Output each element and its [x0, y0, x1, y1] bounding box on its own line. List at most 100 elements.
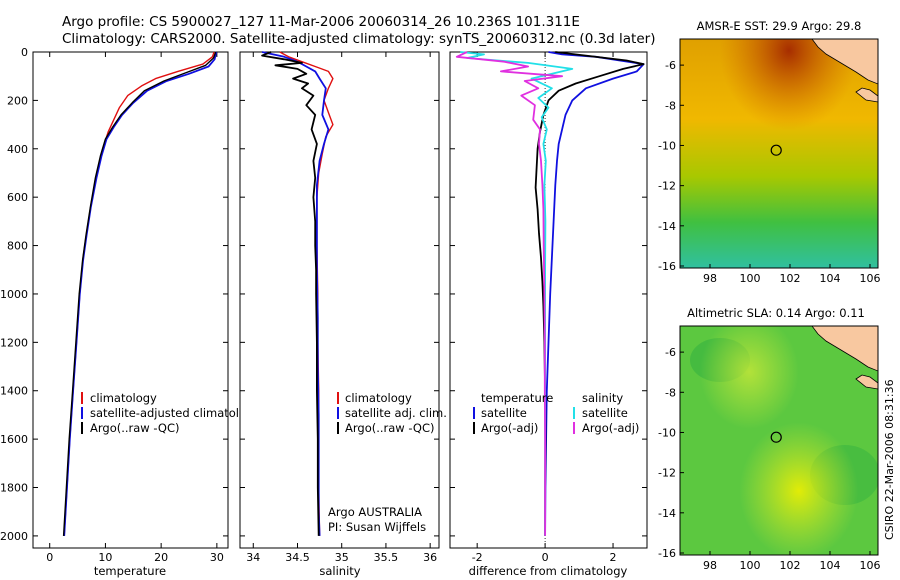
map-y-tick-label--12: -12 — [658, 180, 676, 193]
map-y-tick-label--8: -8 — [665, 386, 676, 399]
y-tick-label-800: 800 — [7, 240, 28, 253]
temperature-plot-frame — [32, 51, 229, 549]
argo-pi-label: PI: Susan Wijffels — [328, 520, 426, 534]
legend-title-temperature: temperature — [481, 391, 553, 405]
y-tick-label-1800: 1800 — [0, 482, 28, 495]
salinity-panel: 34 34.5 35 35.5 36 salinity climatology sate… — [239, 51, 447, 578]
y-tick-label-1200: 1200 — [0, 336, 28, 349]
sst-land-java — [855, 87, 878, 103]
x-tick-label-30: 30 — [210, 551, 224, 564]
y-tick-label-1000: 1000 — [0, 288, 28, 301]
sla-land-java — [855, 374, 878, 390]
difference-xlabel: difference from climatology — [469, 564, 628, 578]
map-x-tick-label-106: 106 — [860, 559, 881, 572]
x-tick-label-10: 10 — [98, 551, 112, 564]
title-line-1: Argo profile: CS 5900027_127 11-Mar-2006… — [62, 14, 580, 30]
legend-label-satellite-adj: satellite adj. clim. — [345, 406, 447, 420]
x-tick-label-2: 2 — [610, 551, 617, 564]
temperature-axis-ticks: 0 10 20 30 0 200 400 600 800 1000 1200 1400 1600 1800… — [0, 46, 228, 564]
series-satellite-adj-clim- — [261, 51, 330, 536]
salinity-legend: climatology satellite adj. clim. Argo(..… — [337, 391, 447, 435]
csiro-timestamp: CSIRO 22-Mar-2006 08:31:36 — [883, 379, 896, 540]
sla-map-title: Altimetric SLA: 0.14 Argo: 0.11 — [687, 306, 865, 320]
sla-map-frame — [679, 325, 879, 556]
map-y-tick-label--6: -6 — [665, 59, 676, 72]
sla-map-panel: Altimetric SLA: 0.14 Argo: 0.11 98 100 102… — [658, 306, 880, 572]
legend-label-climatology-2: climatology — [345, 391, 412, 405]
salinity-xlabel: salinity — [319, 564, 360, 578]
map-x-tick-label-102: 102 — [780, 272, 801, 285]
y-tick-label-1600: 1600 — [0, 433, 28, 446]
x-tick-label-34: 34 — [246, 551, 260, 564]
map-x-tick-label-98: 98 — [703, 272, 717, 285]
series-salinity-argo-adj- — [455, 51, 563, 536]
x-tick-label-35.5: 35.5 — [374, 551, 399, 564]
x-tick-label-35: 35 — [335, 551, 349, 564]
difference-lines — [455, 51, 645, 536]
legend-label-temp-argo: Argo(-adj) — [481, 421, 538, 435]
map-x-tick-label-100: 100 — [740, 272, 761, 285]
y-tick-label-0: 0 — [21, 46, 28, 59]
map-y-tick-label--10: -10 — [658, 426, 676, 439]
salinity-lines — [261, 51, 334, 536]
map-y-tick-label--14: -14 — [658, 220, 676, 233]
sla-map-ticks: 98 100 102 104 106 -6 -8 -10 -12 -14 -16 — [658, 346, 880, 572]
legend-label-climatology: climatology — [90, 391, 157, 405]
x-tick-label-20: 20 — [154, 551, 168, 564]
map-y-tick-label--8: -8 — [665, 99, 676, 112]
y-tick-label-600: 600 — [7, 191, 28, 204]
sst-map-ticks: 98 100 102 104 106 -6 -8 -10 -12 -14 -16 — [658, 59, 880, 285]
sst-land-sumatra — [811, 39, 878, 85]
temperature-legend: climatology satellite-adjusted climatolo… — [81, 391, 260, 435]
map-y-tick-label--10: -10 — [658, 139, 676, 152]
sst-map-panel: AMSR-E SST: 29.9 Argo: 29.8 98 100 102 104 1… — [658, 19, 880, 285]
legend-label-sal-satellite: satellite — [582, 406, 628, 420]
map-y-tick-label--16: -16 — [658, 260, 676, 273]
temperature-lines — [62, 51, 218, 536]
difference-plot-frame — [449, 51, 648, 549]
legend-label-satellite-adjusted: satellite-adjusted climatology — [90, 406, 260, 420]
sla-mid-anomaly — [680, 326, 878, 555]
difference-axis-ticks: -2 0 2 — [450, 51, 647, 564]
map-x-tick-label-98: 98 — [703, 559, 717, 572]
sst-map-frame — [679, 38, 879, 269]
sla-argo-location-marker — [770, 431, 782, 443]
sst-argo-location-marker — [770, 144, 782, 156]
sst-warm-pool — [680, 39, 878, 268]
y-tick-label-400: 400 — [7, 143, 28, 156]
map-y-tick-label--16: -16 — [658, 547, 676, 560]
salinity-axis-ticks: 34 34.5 35 35.5 36 — [240, 51, 439, 564]
temperature-xlabel: temperature — [94, 564, 166, 578]
x-tick-label--2: -2 — [472, 551, 483, 564]
sst-map-title: AMSR-E SST: 29.9 Argo: 29.8 — [697, 19, 862, 33]
x-tick-label-0: 0 — [542, 551, 549, 564]
salinity-plot-frame — [239, 51, 440, 549]
x-tick-label-0: 0 — [46, 551, 53, 564]
title-line-2: Climatology: CARS2000. Satellite-adjuste… — [62, 31, 655, 47]
difference-legend: temperature satellite Argo(-adj) salinit… — [473, 391, 639, 435]
map-x-tick-label-102: 102 — [780, 559, 801, 572]
legend-label-argo-2: Argo(..raw -QC) — [345, 421, 435, 435]
legend-label-temp-satellite: satellite — [481, 406, 527, 420]
map-x-tick-label-104: 104 — [820, 272, 841, 285]
x-tick-label-36: 36 — [423, 551, 437, 564]
series-argo-raw-qc- — [261, 51, 320, 536]
legend-label-argo: Argo(..raw -QC) — [90, 421, 180, 435]
map-x-tick-label-104: 104 — [820, 559, 841, 572]
series-argo-raw-qc- — [62, 51, 217, 536]
legend-label-sal-argo: Argo(-adj) — [582, 421, 639, 435]
y-tick-label-1400: 1400 — [0, 385, 28, 398]
difference-panel: -2 0 2 difference from climatology tempera… — [449, 51, 648, 578]
y-tick-label-2000: 2000 — [0, 530, 28, 543]
y-tick-label-200: 200 — [7, 94, 28, 107]
map-y-tick-label--14: -14 — [658, 507, 676, 520]
map-x-tick-label-106: 106 — [860, 272, 881, 285]
series-temperature-satellite — [544, 51, 645, 536]
sla-land-sumatra — [811, 326, 878, 372]
map-y-tick-label--12: -12 — [658, 467, 676, 480]
temperature-panel: 0 10 20 30 0 200 400 600 800 1000 1200 1400 1600 1800… — [0, 46, 260, 578]
map-y-tick-label--6: -6 — [665, 346, 676, 359]
argo-program-label: Argo AUSTRALIA — [328, 505, 422, 519]
legend-title-salinity: salinity — [582, 391, 623, 405]
